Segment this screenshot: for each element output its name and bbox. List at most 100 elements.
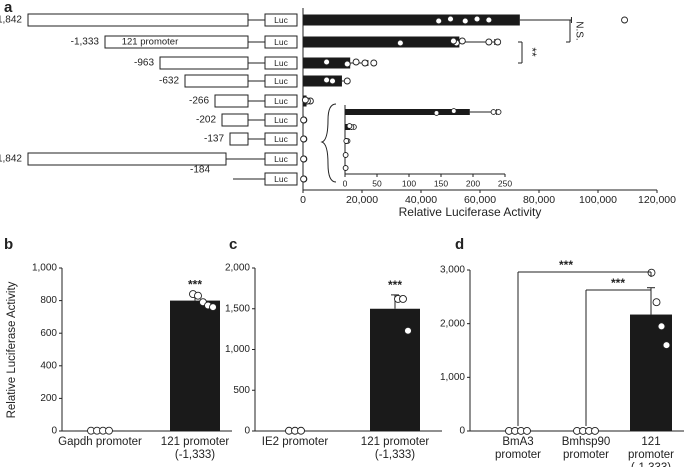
annotation: ***: [611, 276, 625, 290]
x-tick-label: 80,000: [523, 194, 555, 206]
data-point: [300, 155, 308, 163]
data-point: [458, 37, 466, 45]
x-tick-label: 121 promoter (-1,333): [627, 436, 675, 467]
annotation: ***: [559, 258, 573, 272]
data-point: [105, 426, 113, 435]
y-tick-label: 500: [233, 385, 250, 396]
y-tick-label: 1,000: [225, 344, 250, 355]
data-point: [342, 165, 349, 171]
construct-label: -184: [190, 165, 210, 176]
data-point: [301, 96, 309, 104]
data-point: [343, 60, 351, 68]
reporter-label: Luc: [274, 96, 288, 106]
x-tick-label: IE2 promoter: [261, 436, 329, 448]
data-point: [494, 38, 502, 46]
reporter-label: Luc: [274, 154, 288, 164]
data-point: [461, 17, 469, 25]
panel-label: b: [4, 236, 13, 253]
data-point: [657, 322, 666, 331]
x-axis-title: Relative Luciferase Activity: [399, 205, 542, 219]
promoter-label: 121 promoter: [122, 37, 179, 48]
x-tick-label: Gapdh promoter: [58, 436, 142, 448]
y-tick-label: 2,000: [440, 318, 465, 329]
data-point: [433, 110, 440, 116]
panel-label: a: [4, 0, 13, 16]
construct-label: -1,842: [0, 15, 22, 26]
data-point: [435, 17, 443, 25]
annotation: N.S.: [573, 21, 584, 40]
data-point: [473, 15, 481, 23]
bar: [303, 14, 520, 26]
data-point: [323, 58, 331, 66]
construct-label: -1,842: [0, 154, 22, 165]
annotation: ***: [388, 278, 402, 292]
y-tick-label: 1,500: [225, 303, 250, 314]
construct-label: -137: [204, 134, 224, 145]
data-point: [621, 16, 628, 24]
y-tick-label: 400: [40, 360, 57, 371]
construct-label: -1,333: [71, 37, 100, 48]
panel-label: d: [455, 236, 464, 253]
data-point: [404, 326, 412, 335]
data-point: [352, 58, 360, 66]
x-tick-label: 100: [402, 178, 416, 188]
data-point: [297, 426, 305, 435]
data-point: [370, 59, 378, 67]
promoter-box: [214, 94, 249, 108]
data-point: [652, 298, 661, 307]
data-point: [523, 426, 531, 435]
y-tick-label: 600: [40, 328, 57, 339]
data-point: [485, 38, 493, 46]
promoter-box: [184, 74, 249, 88]
panel-label: c: [229, 236, 237, 253]
bar: [303, 36, 460, 48]
annotation: **: [525, 47, 539, 57]
luc-box: [264, 13, 298, 27]
x-tick-label: 121 promoter (-1,333): [360, 436, 430, 461]
reporter-label: Luc: [274, 76, 288, 86]
construct-label: -632: [159, 76, 179, 87]
data-point: [300, 116, 308, 124]
x-tick-label: 120,000: [638, 194, 676, 206]
reporter-label: Luc: [274, 37, 288, 47]
data-point: [447, 15, 454, 23]
data-point: [495, 109, 502, 115]
bar: [303, 75, 342, 87]
x-tick-label: 60,000: [464, 194, 496, 206]
x-tick-label: Bmhsp90 promoter: [561, 436, 611, 461]
brace: [320, 103, 337, 183]
reporter-label: Luc: [274, 58, 288, 68]
data-point: [485, 16, 493, 24]
data-point: [323, 76, 331, 84]
x-tick-label: 150: [434, 178, 448, 188]
data-point: [450, 37, 457, 45]
promoter-box: [159, 56, 249, 70]
data-point: [346, 123, 353, 129]
reporter-label: Luc: [274, 115, 288, 125]
x-tick-label: 0: [343, 178, 348, 188]
luc-box: [264, 94, 298, 108]
promoter-box: [221, 113, 249, 127]
data-point: [194, 291, 202, 300]
promoter-box: [27, 13, 249, 27]
data-point: [662, 341, 671, 350]
reporter-label: Luc: [274, 174, 288, 184]
data-point: [343, 138, 350, 144]
y-tick-label: 0: [244, 426, 250, 437]
data-point: [396, 39, 404, 47]
luc-box: [264, 56, 298, 70]
data-point: [300, 135, 308, 143]
data-point: [399, 295, 407, 303]
luc-box: [264, 172, 298, 186]
y-tick-label: 3,000: [440, 265, 465, 276]
x-tick-label: 100,000: [579, 194, 617, 206]
data-point: [329, 77, 336, 85]
data-point: [300, 175, 308, 183]
x-tick-label: 40,000: [405, 194, 437, 206]
bar: [170, 300, 220, 431]
x-tick-label: 121 promoter (-1,333): [160, 436, 230, 461]
promoter-box: [27, 152, 227, 166]
y-tick-label: 2,000: [225, 263, 250, 274]
luc-box: [264, 35, 298, 49]
